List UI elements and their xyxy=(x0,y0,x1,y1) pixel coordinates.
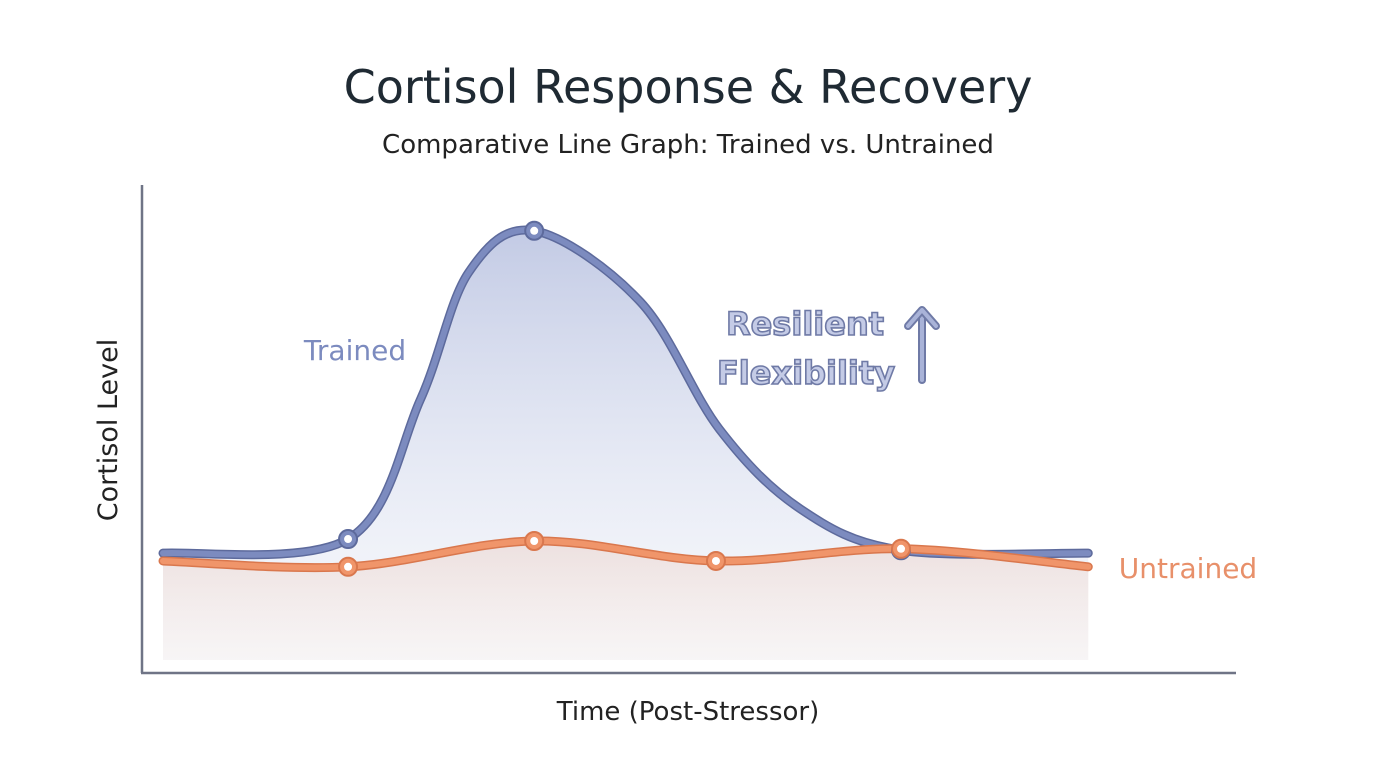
data-point-center-untrained xyxy=(344,562,353,571)
data-point-center-untrained xyxy=(711,556,720,565)
series-line-untrained xyxy=(159,537,1092,571)
legend-label-untrained: Untrained xyxy=(1119,552,1257,585)
annotation-line2: Flexibility xyxy=(717,354,895,392)
x-axis-label: Time (Post-Stressor) xyxy=(556,697,819,727)
data-point-center-trained xyxy=(530,226,539,235)
y-axis-label: Cortisol Level xyxy=(93,339,124,522)
legend-label-trained: Trained xyxy=(303,334,406,367)
chart-title: Cortisol Response & Recovery xyxy=(343,60,1033,114)
data-point-center-trained xyxy=(344,535,353,544)
annotation-line1: Resilient xyxy=(726,305,884,343)
series-line-trained xyxy=(159,227,1092,558)
arrow-up-icon xyxy=(904,306,940,384)
chart-subtitle: Comparative Line Graph: Trained vs. Untr… xyxy=(382,130,994,160)
data-point-center-untrained xyxy=(530,536,539,545)
annotation-resilient-flexibility: Resilient Flexibility xyxy=(716,304,940,393)
series-area-trained xyxy=(162,230,1089,660)
data-point-center-untrained xyxy=(897,544,906,553)
